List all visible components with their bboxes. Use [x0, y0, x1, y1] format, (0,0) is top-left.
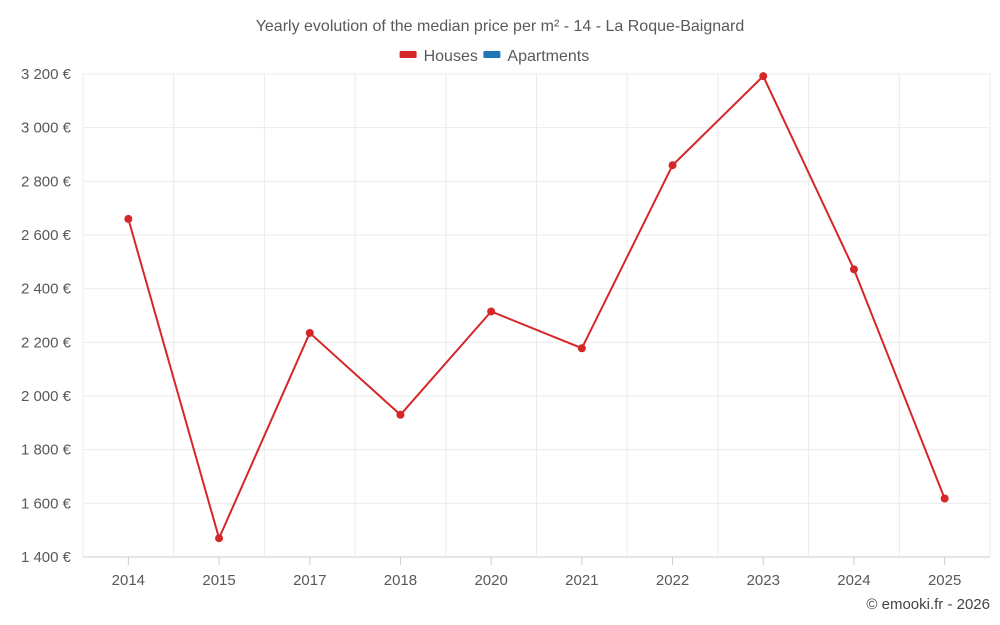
data-point-houses[interactable] — [759, 72, 768, 81]
data-point-houses[interactable] — [215, 534, 224, 543]
x-tick-label: 2014 — [112, 572, 145, 589]
x-tick-label: 2021 — [565, 572, 598, 589]
legend-label: Apartments — [507, 48, 589, 65]
x-tick-label: 2025 — [928, 572, 961, 589]
y-tick-label: 1 600 € — [21, 495, 72, 512]
data-point-houses[interactable] — [305, 328, 314, 337]
data-point-houses[interactable] — [396, 410, 405, 419]
data-point-houses[interactable] — [124, 214, 133, 223]
y-tick-label: 1 400 € — [21, 549, 72, 566]
credit-text: © emooki.fr - 2026 — [866, 596, 990, 613]
legend-swatch — [399, 51, 417, 58]
x-tick-label: 2022 — [656, 572, 689, 589]
x-tick-label: 2024 — [837, 572, 870, 589]
x-tick-label: 2017 — [293, 572, 326, 589]
y-tick-label: 2 000 € — [21, 388, 72, 405]
x-axis: 2014 2015 2017 2018 2020 2021 2022 2023 2024 2025 — [112, 557, 961, 589]
y-tick-label: 2 600 € — [21, 227, 72, 244]
chart-title: Yearly evolution of the median price per… — [256, 18, 745, 35]
legend-item-apartments[interactable]: Apartments — [483, 48, 589, 65]
y-tick-label: 2 800 € — [21, 173, 72, 190]
y-tick-label: 1 800 € — [21, 442, 72, 459]
y-tick-label: 3 000 € — [21, 120, 72, 137]
x-tick-label: 2023 — [747, 572, 780, 589]
x-tick-label: 2015 — [202, 572, 235, 589]
legend-label: Houses — [424, 48, 478, 65]
series-layer — [124, 72, 949, 543]
grid-lines — [82, 73, 991, 558]
legend-item-houses[interactable]: Houses — [399, 48, 478, 65]
legend-swatch — [483, 51, 501, 58]
y-tick-label: 3 200 € — [21, 66, 72, 83]
y-tick-label: 2 200 € — [21, 334, 72, 351]
y-axis: 1 400 € 1 600 € 1 800 € 2 000 € 2 200 € 2 400… — [21, 66, 72, 566]
series-line-houses — [127, 75, 946, 540]
x-tick-label: 2020 — [474, 572, 507, 589]
y-tick-label: 2 400 € — [21, 281, 72, 298]
data-point-houses[interactable] — [940, 494, 949, 503]
data-point-houses[interactable] — [668, 161, 677, 170]
x-tick-label: 2018 — [384, 572, 417, 589]
data-point-houses[interactable] — [487, 307, 496, 316]
data-point-houses[interactable] — [849, 265, 858, 274]
data-point-houses[interactable] — [577, 344, 586, 353]
legend: Houses Apartments — [399, 48, 589, 65]
